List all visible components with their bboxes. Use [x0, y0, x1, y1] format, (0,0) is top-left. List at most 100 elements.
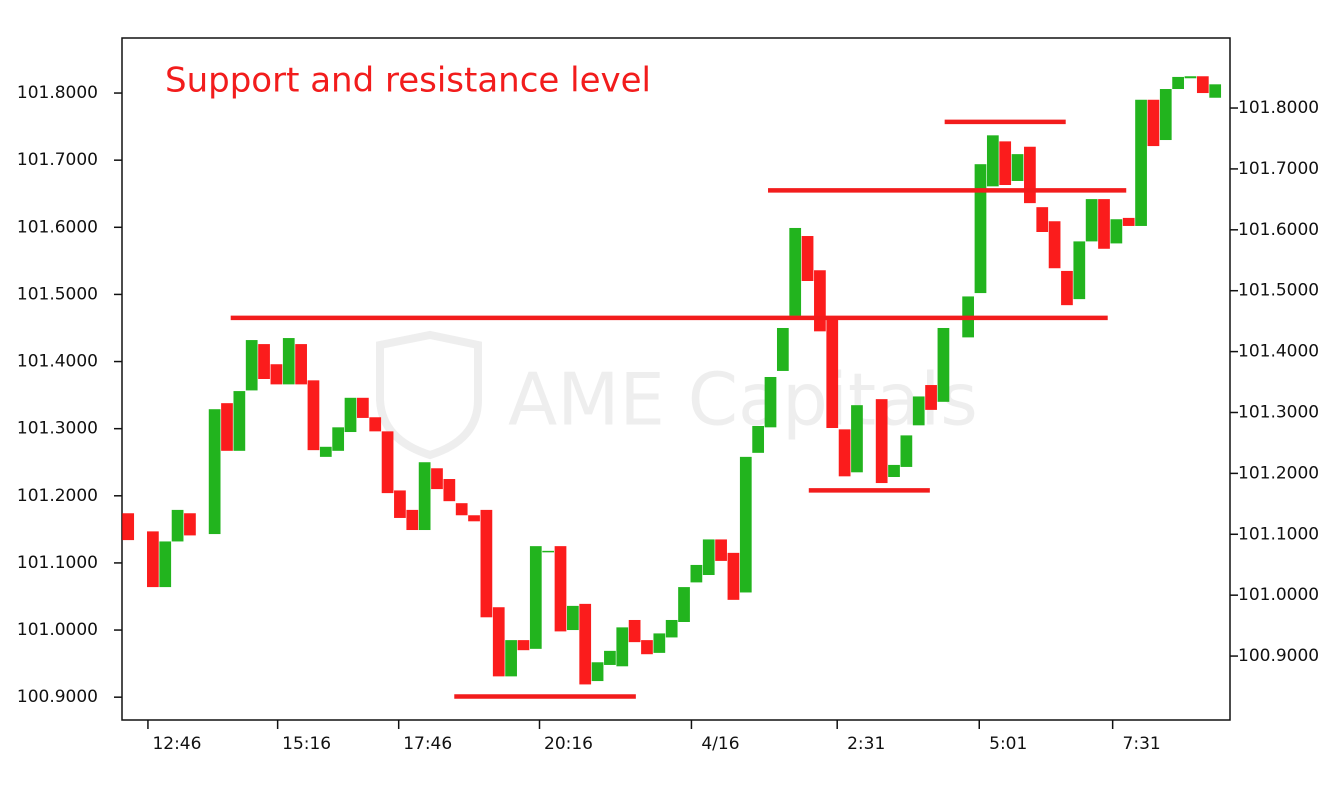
candle: [937, 327, 950, 402]
y2-tick-label: 101.6000: [1238, 220, 1319, 240]
candle: [406, 509, 419, 531]
candle: [431, 468, 443, 490]
candle: [752, 425, 765, 453]
candle: [814, 270, 826, 332]
y2-tick-label: 101.5000: [1238, 281, 1319, 301]
candle: [925, 385, 937, 410]
candle: [1036, 207, 1049, 232]
candle: [912, 396, 925, 426]
candle: [1196, 76, 1209, 94]
candle: [974, 164, 987, 294]
candle: [1147, 99, 1160, 147]
candle: [307, 380, 320, 451]
candle: [480, 509, 493, 618]
y2-tick-label: 100.9000: [1238, 646, 1319, 666]
candle: [801, 236, 814, 281]
x-tick-label: 17:46: [403, 734, 452, 754]
candle: [344, 397, 357, 433]
candle: [270, 364, 283, 385]
candle: [653, 633, 666, 653]
shield-icon: [376, 330, 482, 460]
candle: [319, 446, 332, 457]
candle: [554, 546, 567, 632]
candle: [1110, 219, 1123, 244]
candle: [702, 539, 715, 576]
candle: [1098, 199, 1110, 249]
x-tick-label: 12:46: [152, 734, 201, 754]
candle: [776, 327, 789, 371]
chart-title: Support and resistance level: [165, 61, 651, 101]
candle: [1061, 270, 1073, 306]
y-tick-label: 101.3000: [17, 419, 98, 439]
candle: [332, 427, 345, 451]
y2-tick-label: 101.2000: [1238, 463, 1319, 483]
candle: [369, 417, 382, 432]
y2-tick-label: 101.7000: [1238, 159, 1319, 179]
x-tick-label: 15:16: [282, 734, 331, 754]
y-tick-label: 101.5000: [17, 284, 98, 304]
candle: [789, 227, 802, 316]
candle: [628, 619, 641, 643]
candle: [727, 552, 740, 600]
candle: [443, 479, 456, 502]
candle: [418, 462, 431, 531]
candle: [529, 546, 542, 649]
candle: [1011, 154, 1024, 181]
candle: [233, 391, 246, 451]
candle: [739, 456, 752, 593]
x-tick-label: 5:01: [989, 734, 1027, 754]
candle: [455, 503, 468, 516]
candle: [1122, 217, 1135, 226]
candle: [764, 376, 777, 428]
candle: [900, 435, 913, 467]
candle: [665, 619, 678, 638]
candle: [122, 513, 135, 541]
candle: [184, 513, 196, 536]
candle: [517, 640, 530, 651]
candle: [641, 640, 653, 655]
candle: [208, 409, 221, 535]
y2-tick-label: 101.0000: [1238, 585, 1319, 605]
y-tick-label: 101.0000: [17, 620, 98, 640]
candle: [1159, 89, 1172, 141]
candle: [282, 338, 295, 385]
candle: [221, 403, 233, 451]
y-tick-label: 101.4000: [17, 352, 98, 372]
y2-tick-label: 101.3000: [1238, 402, 1319, 422]
x-tick-label: 7:31: [1123, 734, 1161, 754]
watermark: AME Capitals: [508, 358, 978, 442]
candle: [295, 344, 307, 385]
candle: [258, 344, 270, 379]
y-tick-label: 101.8000: [17, 83, 98, 103]
candle: [888, 464, 900, 478]
candle: [604, 650, 616, 665]
y-tick-label: 101.1000: [17, 553, 98, 573]
candle: [838, 429, 851, 477]
candle: [826, 317, 839, 429]
candle: [999, 141, 1012, 186]
candle: [1073, 241, 1086, 300]
y-tick-label: 101.7000: [17, 150, 98, 170]
candle: [245, 340, 258, 391]
candle: [1135, 99, 1147, 226]
candle: [394, 490, 406, 518]
candle: [678, 587, 690, 622]
candle: [147, 531, 159, 588]
candle: [1172, 76, 1184, 90]
y-tick-label: 100.9000: [17, 687, 98, 707]
y2-tick-label: 101.4000: [1238, 342, 1319, 362]
candle: [171, 509, 184, 542]
candle: [690, 564, 703, 583]
candle: [591, 662, 604, 682]
candle: [542, 550, 555, 553]
candle: [159, 541, 172, 588]
candle: [1209, 84, 1222, 98]
y2-tick-label: 101.8000: [1238, 98, 1319, 118]
candle: [1048, 221, 1061, 269]
candle: [492, 607, 505, 677]
x-tick-label: 2:31: [847, 734, 885, 754]
x-tick-label: 20:16: [544, 734, 593, 754]
